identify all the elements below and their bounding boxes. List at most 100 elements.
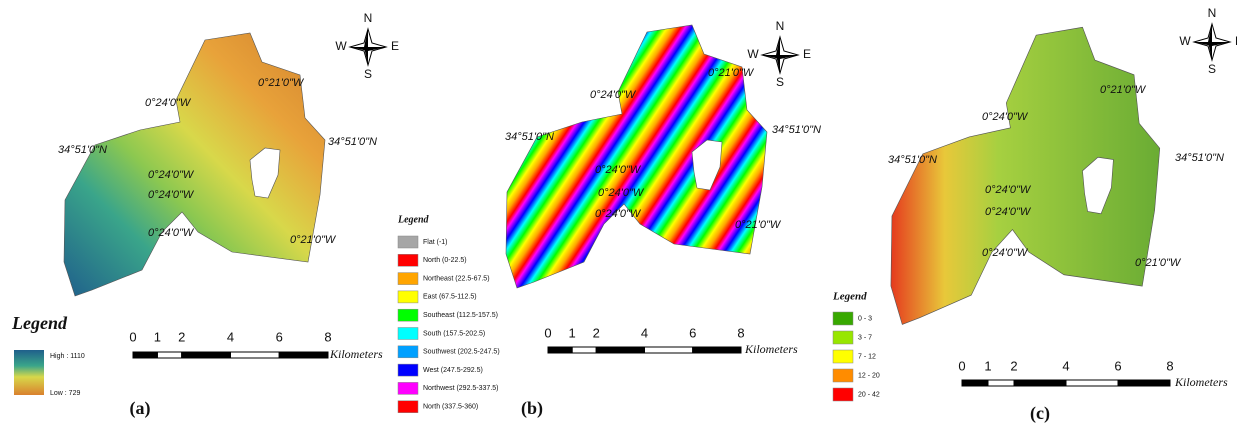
coordinate-label: 0°24'0"W — [148, 169, 195, 181]
legend-swatch — [398, 346, 418, 358]
coordinate-label: 0°24'0"W — [985, 206, 1032, 218]
scale-segment — [157, 352, 181, 358]
legend-item: West (247.5-292.5) — [423, 367, 483, 374]
scale-segment — [645, 347, 693, 353]
scale-tick-label: 0 — [129, 329, 136, 344]
scale-tick-label: 0 — [958, 358, 965, 373]
legend-item: North (0-22.5) — [423, 257, 467, 264]
coordinate-label: 0°24'0"W — [982, 247, 1029, 259]
legend-item: Southwest (202.5-247.5) — [423, 349, 500, 356]
scale-tick-label: 0 — [544, 325, 551, 340]
compass-s: S — [776, 75, 784, 89]
scale-tick-label: 8 — [737, 325, 744, 340]
legend-swatch — [398, 254, 418, 266]
legend-swatch — [398, 401, 418, 413]
compass-e: E — [803, 47, 811, 61]
legend-swatch — [833, 331, 853, 344]
scale-segment — [133, 352, 157, 358]
legend-item: North (337.5-360) — [423, 404, 478, 411]
compass-s: S — [1208, 62, 1216, 76]
coordinate-label: 34°51'0"N — [328, 136, 377, 148]
map-panel: 0°24'0"W 0°21'0"W 34°51'0"N 34°51'0"N 0°24'0… — [11, 11, 399, 419]
coordinate-label: 0°24'0"W — [148, 227, 195, 239]
compass-n: N — [1208, 6, 1217, 20]
legend-item: East (67.5-112.5) — [423, 294, 477, 301]
coordinate-label: 0°21'0"W — [735, 219, 782, 231]
legend-item: Northwest (292.5-337.5) — [423, 385, 498, 392]
coordinate-label: 0°24'0"W — [985, 184, 1032, 196]
coordinate-label: 0°24'0"W — [145, 97, 192, 109]
panel-label: (c) — [1030, 403, 1050, 424]
legend-item: 3 - 7 — [858, 334, 872, 341]
legend-swatch — [398, 328, 418, 340]
legend-item: Northeast (22.5-67.5) — [423, 275, 490, 282]
coordinate-label: 0°24'0"W — [590, 89, 637, 101]
scale-segment — [548, 347, 572, 353]
legend-swatch — [833, 369, 853, 382]
compass-n: N — [364, 11, 373, 25]
compass-e: E — [391, 39, 399, 53]
compass-s: S — [364, 67, 372, 81]
compass-w: W — [747, 47, 759, 61]
compass-n: N — [776, 19, 785, 33]
coordinate-label: 34°51'0"N — [505, 131, 554, 143]
coordinate-label: 0°24'0"W — [595, 208, 642, 220]
scale-tick-label: 6 — [689, 325, 696, 340]
map-area — [64, 33, 325, 296]
scale-segment — [279, 352, 328, 358]
scale-tick-label: 2 — [178, 329, 185, 344]
scale-unit: Kilometers — [329, 347, 383, 361]
legend-swatch — [833, 350, 853, 363]
scale-tick-label: 1 — [984, 358, 991, 373]
legend-item: Southeast (112.5-157.5) — [423, 312, 498, 319]
scale-unit: Kilometers — [1174, 375, 1228, 389]
scale-tick-label: 8 — [1166, 358, 1173, 373]
legend-ramp — [14, 350, 44, 395]
legend-low: Low : 729 — [50, 390, 80, 397]
compass-w: W — [1179, 34, 1191, 48]
scale-segment — [962, 380, 988, 386]
compass-w: W — [335, 39, 347, 53]
scale-segment — [988, 380, 1014, 386]
scale-tick-label: 8 — [324, 329, 331, 344]
legend-high: High : 1110 — [50, 353, 85, 360]
study-area — [64, 33, 325, 296]
map-area — [891, 27, 1160, 324]
scale-unit: Kilometers — [744, 342, 798, 356]
coordinate-label: 0°21'0"W — [258, 77, 305, 89]
legend-title: Legend — [11, 313, 68, 333]
legend-item: 12 - 20 — [858, 372, 880, 379]
legend-swatch — [398, 382, 418, 394]
figure: 0°24'0"W 0°21'0"W 34°51'0"N 34°51'0"N 0°24'0… — [0, 0, 1237, 430]
coordinate-label: 0°24'0"W — [982, 111, 1029, 123]
coordinate-label: 34°51'0"N — [888, 154, 937, 166]
map-area — [506, 25, 767, 288]
scale-tick-label: 1 — [569, 325, 576, 340]
legend-item: 7 - 12 — [858, 353, 876, 360]
map-panel: 0°24'0"W0°21'0"W34°51'0"N34°51'0"N0°24'0… — [397, 19, 821, 419]
scale-segment — [182, 352, 231, 358]
coordinate-label: 0°21'0"W — [290, 234, 337, 246]
legend-swatch — [833, 388, 853, 401]
study-area — [506, 25, 767, 288]
coordinate-label: 0°21'0"W — [1135, 257, 1182, 269]
scale-segment — [1014, 380, 1066, 386]
legend-swatch — [398, 273, 418, 285]
legend-item: South (157.5-202.5) — [423, 330, 485, 337]
scale-segment — [231, 352, 280, 358]
scale-tick-label: 2 — [593, 325, 600, 340]
legend-swatch — [398, 291, 418, 303]
coordinate-label: 34°51'0"N — [58, 144, 107, 156]
scale-tick-label: 1 — [154, 329, 161, 344]
legend-item: 0 - 3 — [858, 315, 872, 322]
panel-label: (a) — [130, 398, 151, 419]
coordinate-label: 34°51'0"N — [1175, 152, 1224, 164]
legend-title: Legend — [832, 291, 867, 303]
legend-item: 20 - 42 — [858, 391, 880, 398]
scale-tick-label: 4 — [641, 325, 648, 340]
legend-swatch — [398, 309, 418, 321]
scale-segment — [1066, 380, 1118, 386]
study-area — [891, 27, 1160, 324]
scale-tick-label: 2 — [1010, 358, 1017, 373]
scale-segment — [1118, 380, 1170, 386]
